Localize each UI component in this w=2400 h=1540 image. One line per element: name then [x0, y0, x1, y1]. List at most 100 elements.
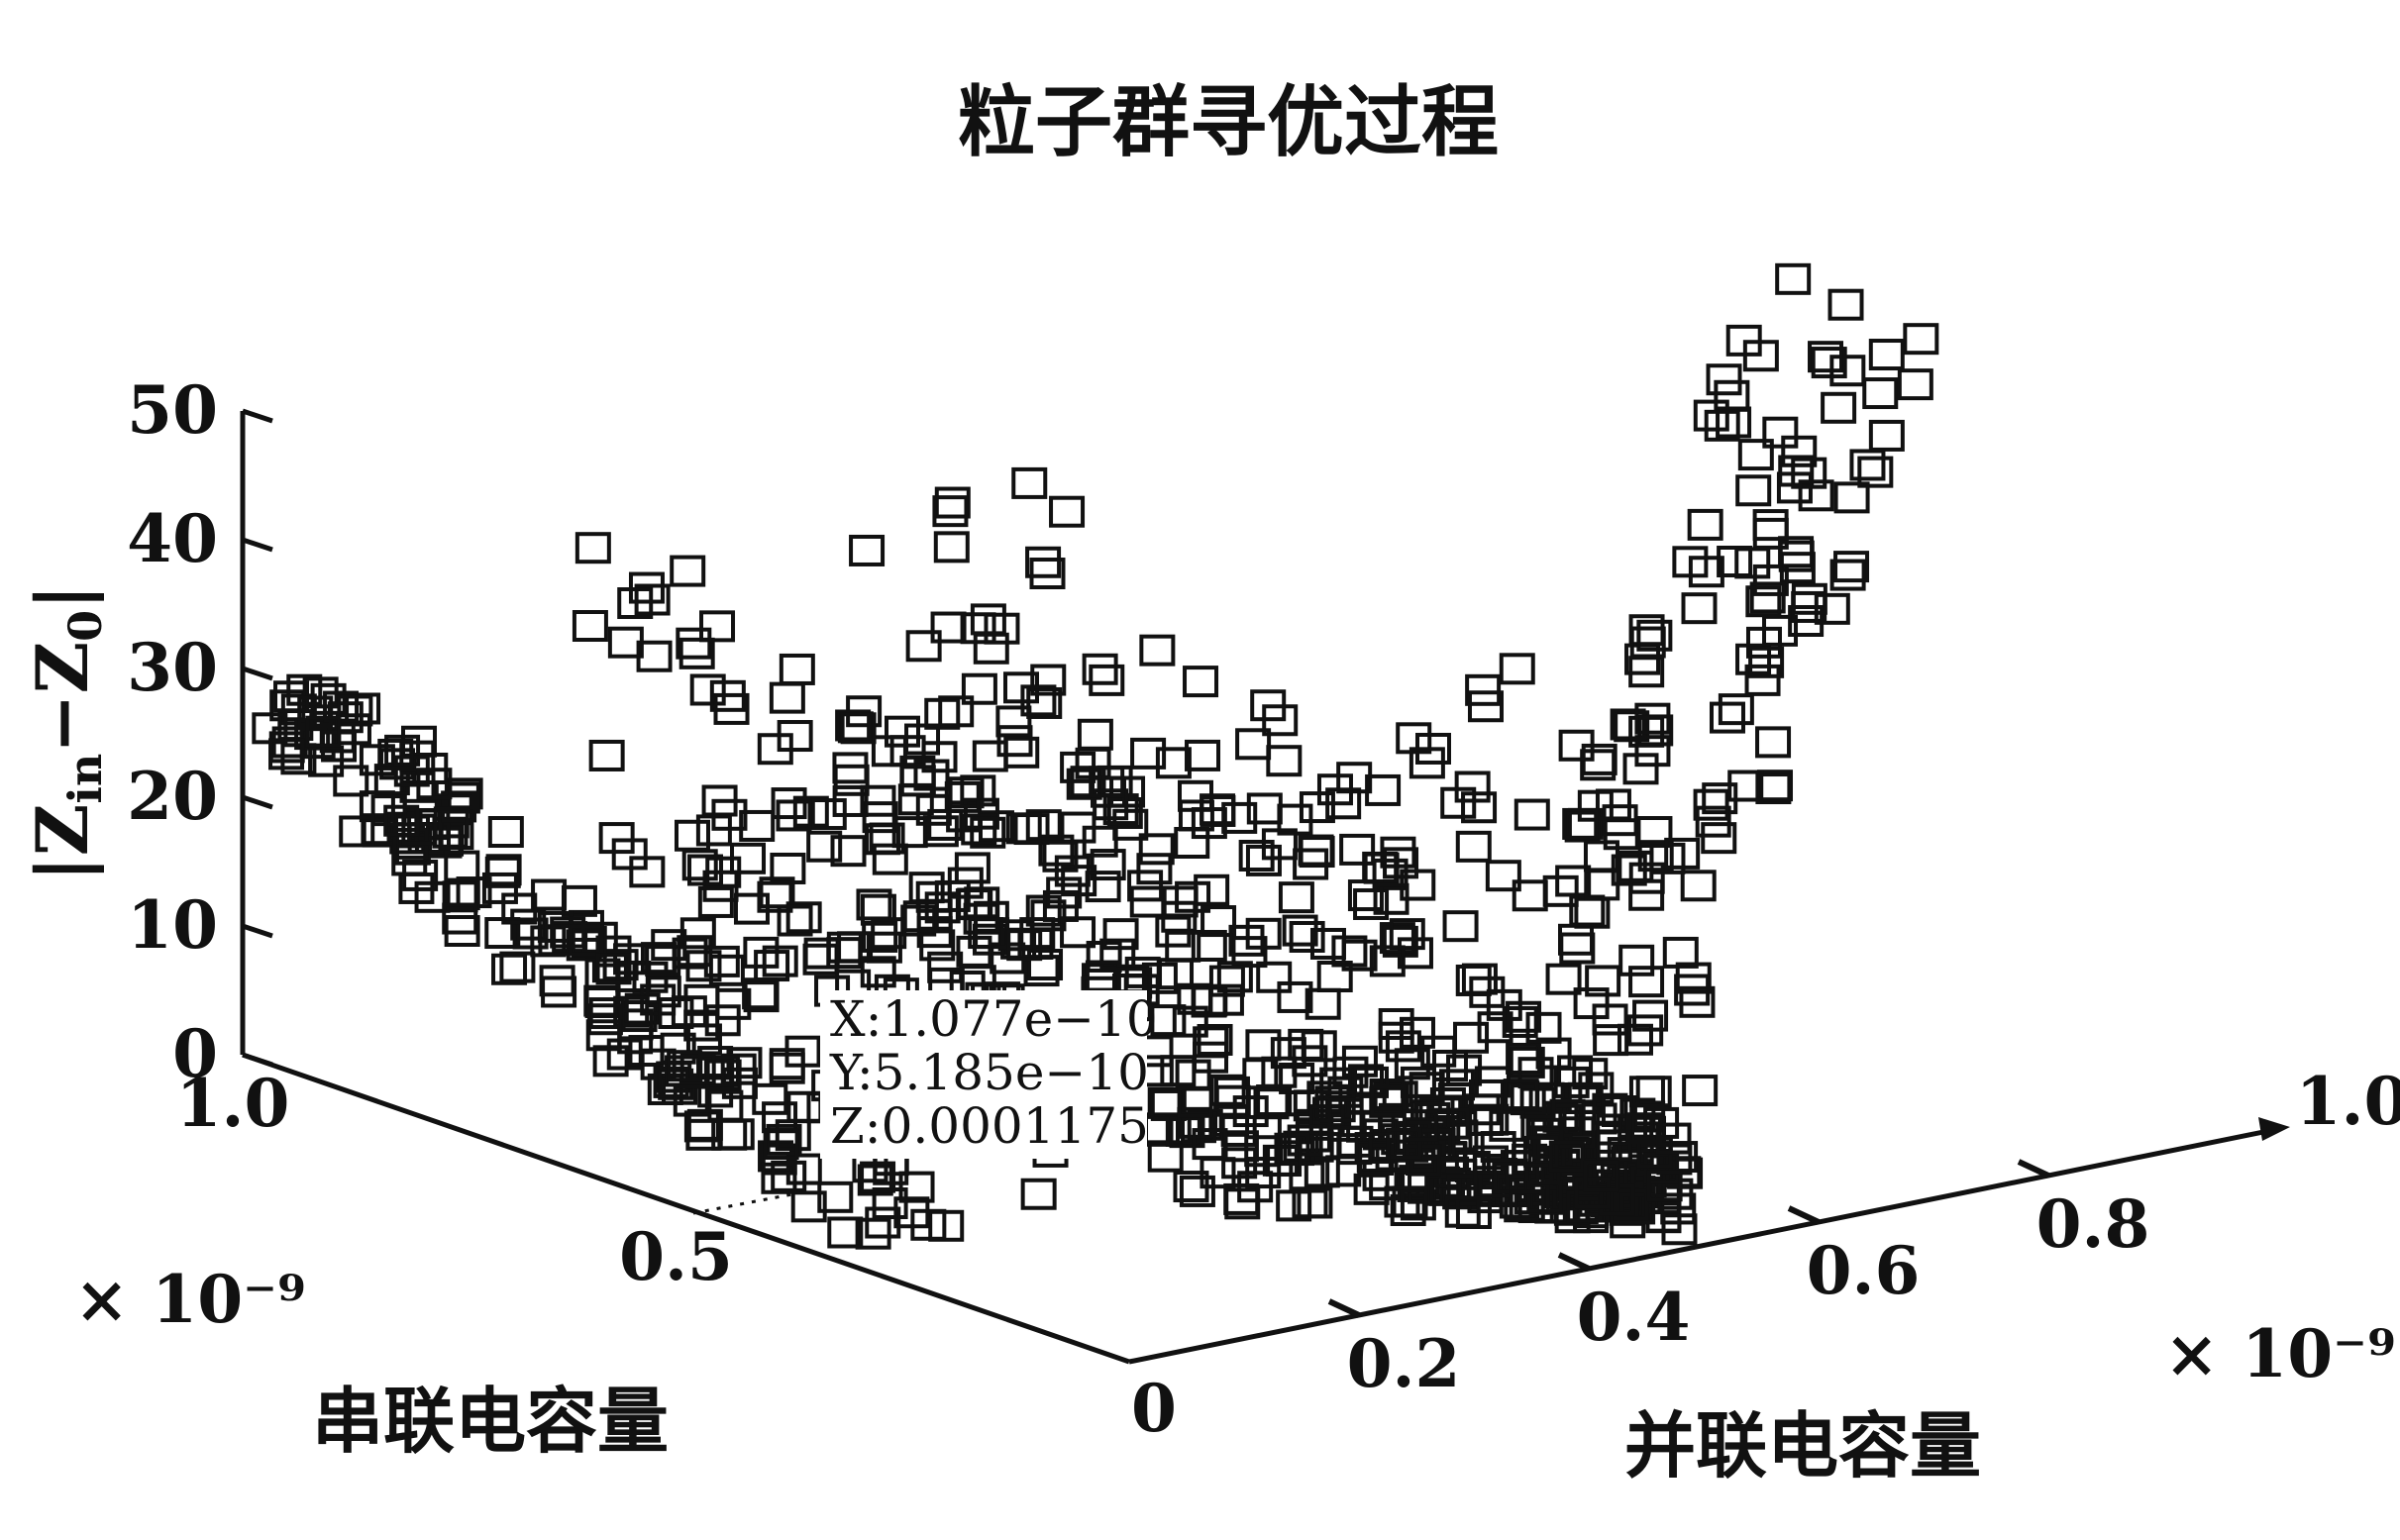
scatter-point: [485, 854, 522, 886]
scatter-point: [1748, 646, 1785, 678]
scatter-point: [383, 804, 420, 837]
scatter-point: [1289, 920, 1325, 953]
scatter-point: [1628, 862, 1665, 894]
scatter-point: [934, 486, 971, 519]
scatter-point: [1027, 949, 1064, 981]
scatter-point: [762, 945, 798, 977]
scatter-point: [1011, 466, 1048, 499]
scatter-point: [658, 997, 694, 1030]
scatter-point: [588, 739, 625, 771]
scatter-point: [501, 892, 538, 925]
scatter-point: [1636, 619, 1673, 652]
scatter-point: [678, 637, 715, 669]
scatter-point: [1628, 966, 1665, 998]
scatter-point: [1191, 929, 1227, 962]
scatter-point: [491, 953, 528, 985]
scatter-point: [1147, 1086, 1184, 1119]
scatter-point: [1192, 1128, 1228, 1161]
scatter-point: [1646, 1170, 1683, 1202]
scatter-point: [759, 876, 795, 909]
scatter-point: [1444, 1195, 1481, 1228]
scatter-point: [1564, 810, 1601, 843]
scatter-point: [1175, 880, 1211, 913]
scatter-point: [857, 1164, 893, 1196]
scatter-point: [1277, 980, 1313, 1013]
scatter-point: [905, 630, 942, 663]
scatter-point: [913, 759, 950, 791]
scatter-point: [1632, 999, 1669, 1032]
scatter-point: [339, 815, 375, 848]
scatter-point: [889, 735, 926, 768]
scatter-point: [1177, 1085, 1213, 1118]
scatter-point: [1237, 1171, 1274, 1203]
scatter-point: [743, 936, 780, 969]
scatter-point: [1392, 1185, 1428, 1218]
scatter-point: [607, 626, 644, 659]
scatter-point: [1453, 1021, 1490, 1054]
scatter-point: [1833, 551, 1870, 583]
scatter-point: [1442, 910, 1479, 943]
scatter-point: [1461, 791, 1498, 824]
y-tick-label: 0: [1131, 1370, 1177, 1447]
scatter-point: [1077, 718, 1113, 751]
scatter-point: [1409, 747, 1445, 779]
scatter-point: [531, 878, 568, 911]
scatter-point: [777, 904, 813, 937]
scatter-point: [377, 738, 414, 770]
scatter-point: [1288, 1028, 1324, 1061]
scatter-point: [1183, 666, 1219, 698]
scatter-point: [769, 681, 805, 714]
scatter-point: [757, 733, 793, 766]
scatter-point: [586, 1003, 623, 1036]
scatter-point: [1372, 858, 1409, 890]
scatter-point: [444, 850, 480, 882]
scatter-point: [1735, 474, 1772, 507]
scatter-point: [1245, 844, 1282, 876]
axes: [240, 411, 2290, 1365]
scatter-point: [697, 885, 734, 918]
scatter-point: [499, 951, 536, 983]
scatter-point: [1292, 1045, 1328, 1078]
scatter-point: [1266, 745, 1303, 777]
scatter-point: [1327, 1097, 1364, 1130]
datatip[interactable]: X:1.077e−10 Y:5.185e−10 Z:0.0001175: [692, 990, 1158, 1215]
scatter-point: [705, 856, 742, 888]
scatter-point: [1245, 1029, 1282, 1062]
scatter-point: [1029, 558, 1066, 590]
scatter-point: [337, 694, 373, 727]
scatter-point: [1245, 917, 1282, 950]
scatter-point: [1718, 693, 1754, 726]
scatter-point: [598, 822, 635, 855]
scatter-point: [1354, 1132, 1391, 1165]
scatter-point: [1287, 1124, 1323, 1157]
scatter-point: [1174, 826, 1210, 859]
scatter-point: [972, 740, 1008, 772]
z-axis-ticks: 0 10 20 30 40 50: [127, 371, 273, 1092]
scatter-point: [1525, 1011, 1562, 1044]
scatter-point: [685, 1023, 722, 1056]
scatter-point: [512, 917, 549, 950]
scatter-point: [1585, 965, 1621, 997]
scatter-point: [1716, 406, 1752, 439]
scatter-point: [701, 784, 738, 817]
scatter-point: [860, 1161, 896, 1193]
scatter-point: [1755, 726, 1792, 759]
scatter-point: [333, 765, 369, 797]
scatter-point: [864, 823, 900, 856]
scatter-point: [1160, 1055, 1197, 1087]
scatter-point: [416, 768, 453, 800]
scatter-point: [1179, 1175, 1215, 1207]
scatter-point: [584, 958, 621, 990]
scatter-point: [1509, 1189, 1545, 1222]
x-tick-label: 1.0: [176, 1065, 290, 1142]
scatter-point: [640, 942, 677, 975]
scatter-point: [837, 711, 874, 744]
scatter-point: [1238, 839, 1275, 872]
scatter-point: [1745, 626, 1782, 659]
scatter-point: [884, 715, 920, 748]
z-tick-label: 30: [127, 629, 218, 706]
scatter-point: [832, 752, 869, 784]
scatter-point: [1821, 391, 1857, 424]
scatter-point: [1636, 816, 1673, 849]
